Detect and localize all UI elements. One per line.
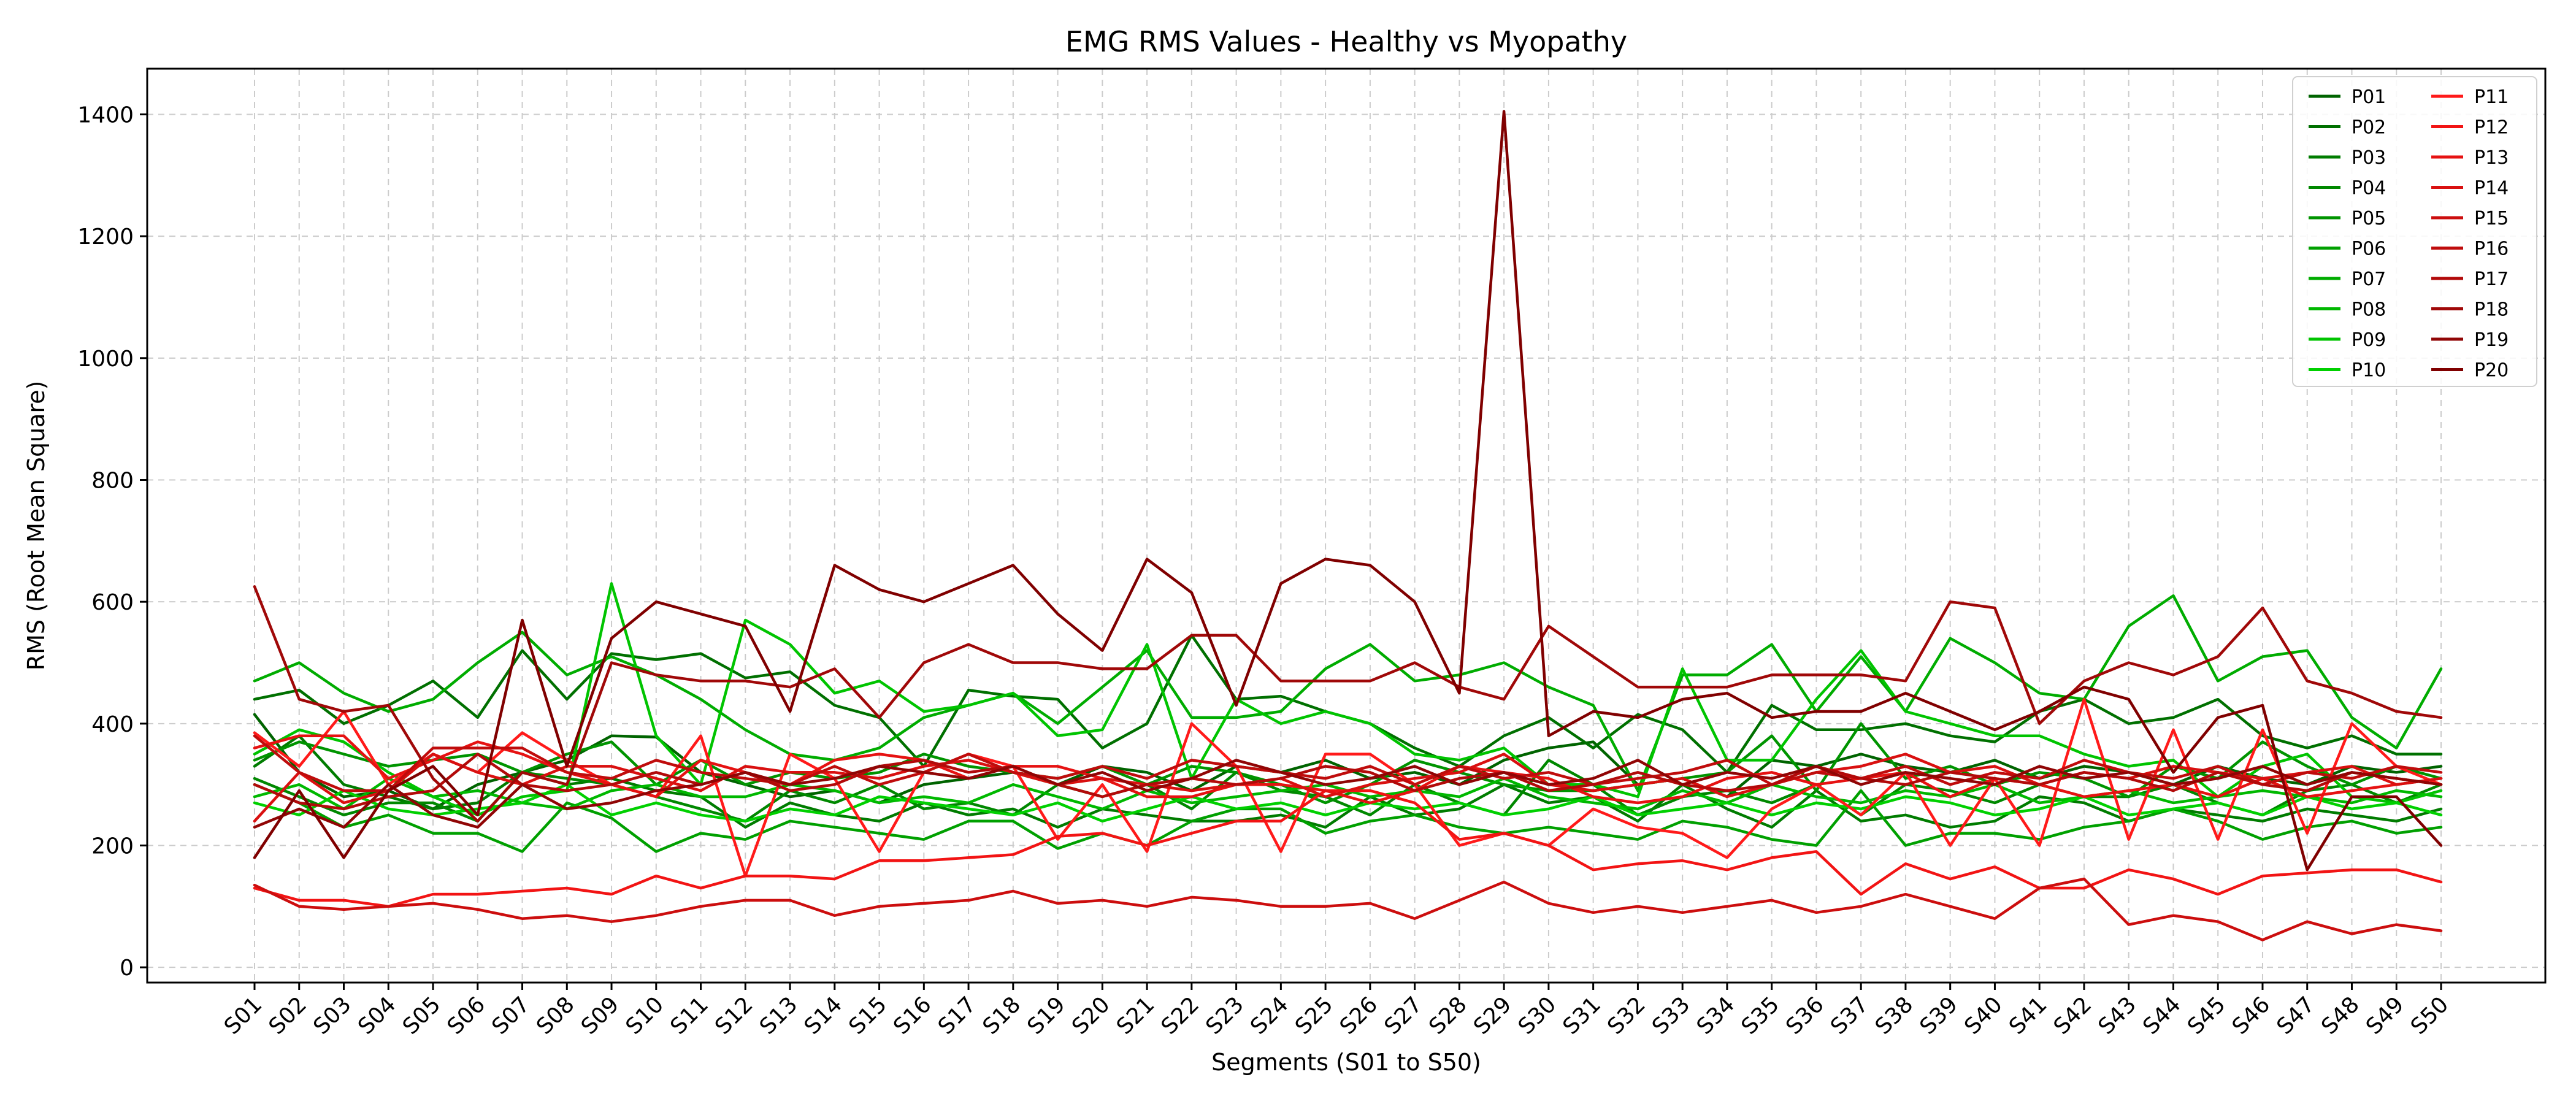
y-tick-label: 1400 [77,103,134,128]
y-tick-label: 800 [91,469,134,494]
y-tick-label: 400 [91,712,134,737]
series-line-p10 [253,783,2443,823]
legend-label-p16: P16 [2474,239,2509,260]
legend-label-p15: P15 [2474,208,2509,229]
legend-label-p05: P05 [2352,208,2386,229]
series-line-p09 [253,582,2443,817]
series-line-p07 [253,594,2443,792]
series-line-p17 [253,753,2443,811]
legend-label-p20: P20 [2474,360,2509,381]
legend-label-p06: P06 [2352,239,2386,260]
legend-label-p12: P12 [2474,117,2509,139]
x-axis-label: Segments (S01 to S50) [1211,1049,1481,1076]
legend-label-p01: P01 [2352,86,2386,108]
series-lines [253,110,2443,941]
series-line-p06 [253,783,2443,853]
legend-label-p14: P14 [2474,178,2509,199]
legend: P01 P02 P03 P04 P05 P06 P07 P08 P09 P10 P11 P12 P13 P… [2292,76,2537,387]
chart-title: EMG RMS Values - Healthy vs Myopathy [1065,25,1627,58]
legend-label-p18: P18 [2474,299,2509,321]
legend-label-p08: P08 [2352,299,2386,321]
y-tick-label: 1000 [77,347,134,372]
legend-label-p13: P13 [2474,147,2509,169]
y-axis-label: RMS (Root Mean Square) [23,381,50,671]
y-tick-label: 200 [91,834,134,859]
legend-label-p03: P03 [2352,147,2386,169]
legend-label-p04: P04 [2352,178,2386,199]
grid [147,69,2545,983]
legend-box [2292,76,2537,387]
y-tick-label: 0 [120,956,134,981]
series-line-p19 [253,759,2443,829]
y-tick-label: 1200 [77,224,134,250]
legend-label-p09: P09 [2352,329,2386,351]
series-line-p03 [253,734,2443,829]
y-tick-label: 600 [91,590,134,615]
series-line-p16 [253,734,2443,792]
plot-frame [146,67,2547,984]
series-line-p20 [253,110,2443,872]
legend-label-p11: P11 [2474,86,2509,108]
series-line-p18 [253,585,2443,823]
y-axis-ticks: 0 200 400 600 800 1000 1200 1400 [77,103,147,981]
legend-label-p02: P02 [2352,117,2386,139]
legend-label-p07: P07 [2352,269,2386,290]
legend-label-p10: P10 [2352,360,2386,381]
series-line-p15 [253,877,2443,941]
legend-label-p19: P19 [2474,329,2509,351]
legend-label-p17: P17 [2474,269,2509,290]
series-line-p13 [253,734,2443,805]
